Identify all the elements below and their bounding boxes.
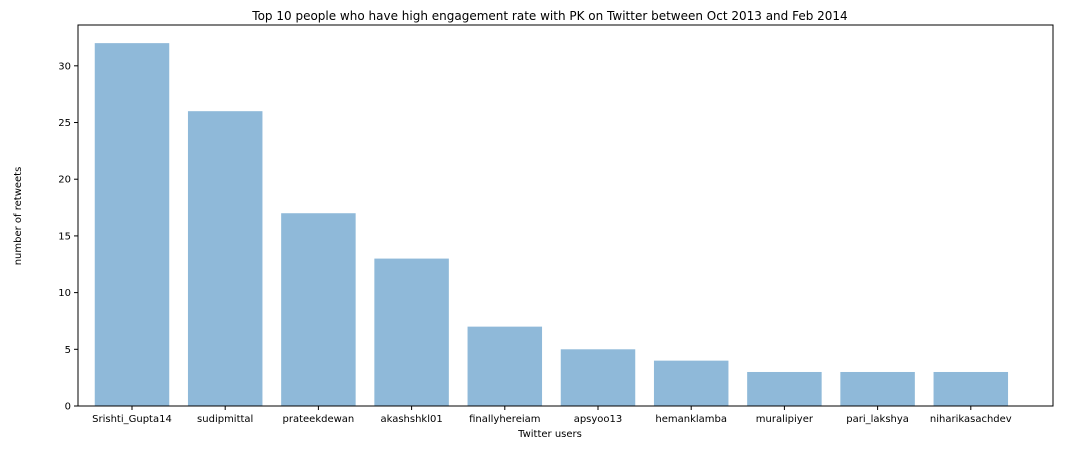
x-tick-label: sudipmittal: [197, 414, 253, 425]
y-tick-label: 30: [58, 61, 71, 72]
bars-layer: [94, 43, 1009, 407]
y-tick-label: 10: [58, 288, 71, 299]
bar-sudipmittal: [187, 111, 263, 407]
x-tick-label: prateekdewan: [283, 414, 355, 425]
x-tick-label: Srishti_Gupta14: [92, 414, 172, 425]
x-tick-label: hemanklamba: [655, 414, 727, 425]
chart-title: Top 10 people who have high engagement r…: [251, 9, 847, 23]
bar-pari_lakshya: [840, 371, 915, 406]
bar-prateekdewan: [281, 213, 356, 406]
x-tick-label: niharikasachdev: [930, 414, 1012, 425]
bar-hemanklamba: [653, 360, 729, 406]
bar-apsyoo13: [560, 349, 636, 406]
x-tick-label: finallyhereiam: [469, 414, 540, 425]
x-axis-ticks: Srishti_Gupta14 sudipmittal prateekdewan ak…: [92, 406, 1012, 425]
x-axis-label: Twitter users: [517, 429, 582, 440]
bar-akashshkl01: [374, 258, 449, 406]
y-tick-label: 25: [58, 118, 71, 129]
x-tick-label: pari_lakshya: [846, 414, 909, 425]
bar-Srishti_Gupta14: [94, 43, 170, 406]
y-tick-label: 5: [65, 345, 71, 356]
x-tick-label: apsyoo13: [574, 414, 623, 425]
y-axis-label: number of retweets: [13, 167, 24, 266]
y-tick-label: 0: [65, 402, 71, 413]
x-tick-label: akashshkl01: [380, 414, 442, 425]
y-tick-label: 15: [58, 231, 71, 242]
x-tick-label: muralipiyer: [756, 414, 814, 425]
y-axis-ticks: 0 5 10 15 20 25 30: [58, 61, 78, 413]
y-tick-label: 20: [58, 175, 71, 186]
bar-finallyhereiam: [467, 326, 543, 407]
bar-muralipiyer: [747, 371, 822, 406]
bar-niharikasachdev: [933, 371, 1009, 406]
plot-area-frame: [77, 24, 1054, 407]
